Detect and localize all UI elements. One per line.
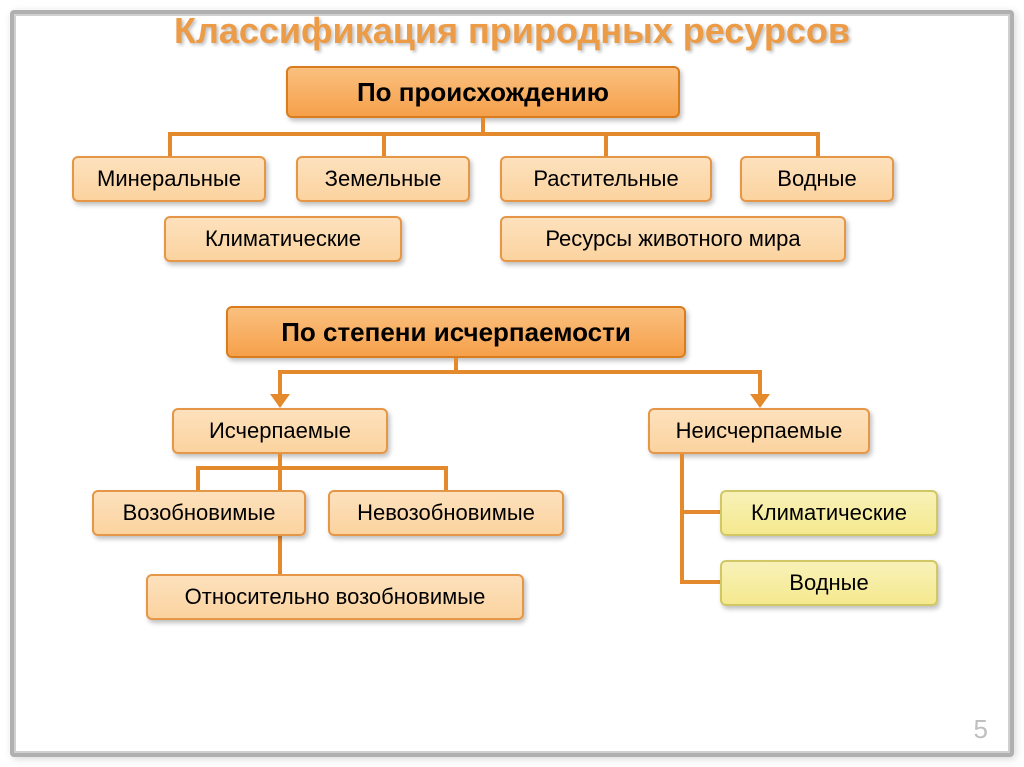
tree2-renewable: Возобновимые bbox=[92, 490, 306, 536]
connector bbox=[680, 454, 684, 582]
tree1-climate: Климатические bbox=[164, 216, 402, 262]
tree2-inexhaustible: Неисчерпаемые bbox=[648, 408, 870, 454]
arrow-down-icon bbox=[270, 394, 290, 408]
tree2-header: По степени исчерпаемости bbox=[226, 306, 686, 358]
connector bbox=[444, 466, 448, 490]
slide-number: 5 bbox=[974, 714, 988, 745]
tree1-land: Земельные bbox=[296, 156, 470, 202]
connector bbox=[168, 132, 818, 136]
tree2-right-climate: Климатические bbox=[720, 490, 938, 536]
tree2-right-water: Водные bbox=[720, 560, 938, 606]
connector bbox=[604, 132, 608, 156]
tree1-animal: Ресурсы животного мира bbox=[500, 216, 846, 262]
slide-title: Классификация природных ресурсов bbox=[0, 10, 1024, 52]
connector bbox=[758, 370, 762, 394]
tree2-exhaustible: Исчерпаемые bbox=[172, 408, 388, 454]
connector bbox=[278, 370, 760, 374]
connector bbox=[196, 466, 200, 490]
tree1-header: По происхождению bbox=[286, 66, 680, 118]
arrow-down-icon bbox=[750, 394, 770, 408]
tree1-mineral: Минеральные bbox=[72, 156, 266, 202]
connector bbox=[680, 510, 720, 514]
tree2-nonrenewable: Невозобновимые bbox=[328, 490, 564, 536]
connector bbox=[680, 580, 720, 584]
connector bbox=[278, 370, 282, 394]
connector bbox=[816, 132, 820, 156]
connector bbox=[196, 466, 446, 470]
connector bbox=[382, 132, 386, 156]
tree1-water: Водные bbox=[740, 156, 894, 202]
tree1-plant: Растительные bbox=[500, 156, 712, 202]
connector bbox=[168, 132, 172, 156]
slide-frame bbox=[10, 10, 1014, 757]
tree2-rel-renewable: Относительно возобновимые bbox=[146, 574, 524, 620]
